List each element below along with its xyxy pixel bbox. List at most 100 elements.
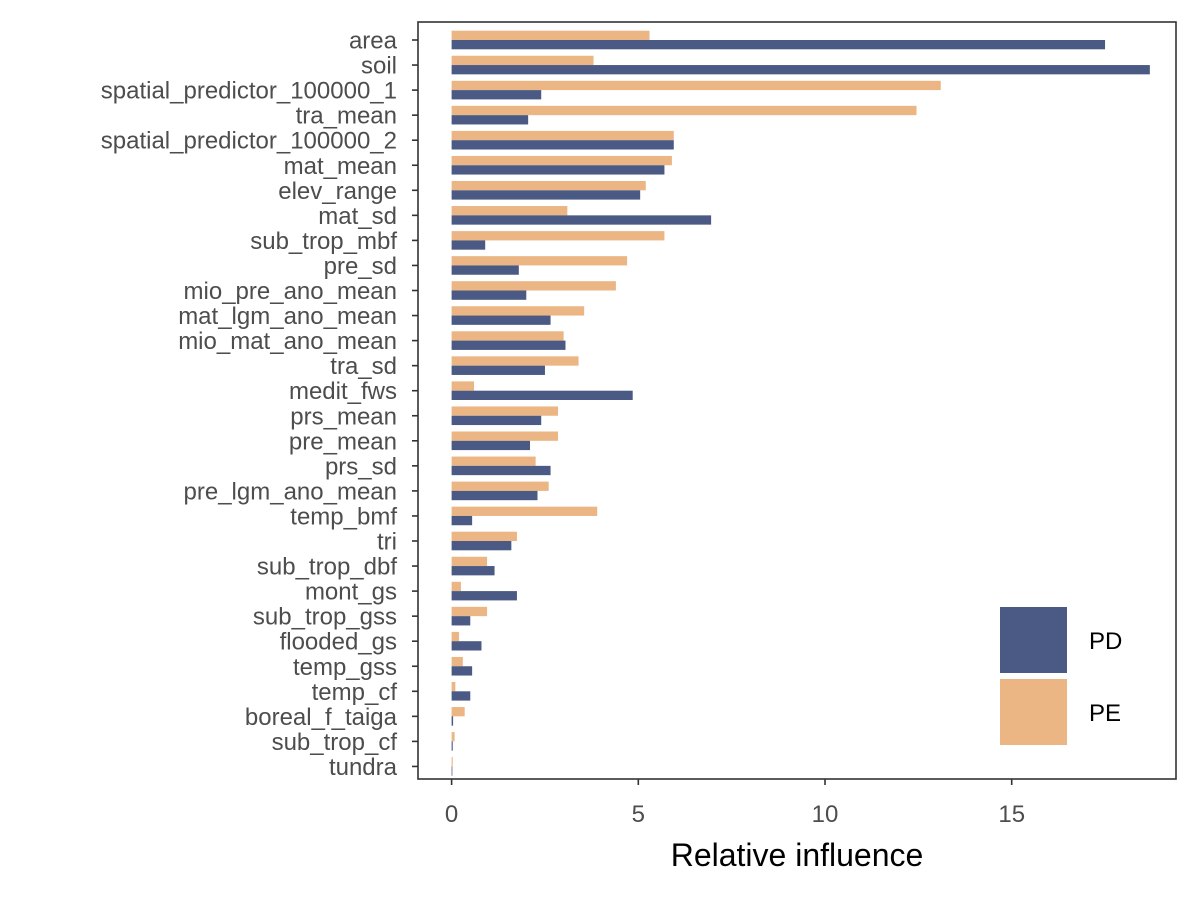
y-tick-label: mio_pre_ano_mean — [184, 278, 397, 305]
bar-pd-elev_range — [451, 190, 641, 200]
bar-pe-mat_lgm_ano_mean — [451, 306, 585, 316]
bar-pe-pre_lgm_ano_mean — [451, 481, 549, 491]
x-tick-label: 15 — [998, 801, 1025, 828]
y-tick-label: sub_trop_dbf — [257, 554, 397, 581]
bar-pe-sub_trop_cf — [451, 732, 455, 742]
y-tick-label: mio_mat_ano_mean — [178, 328, 397, 355]
y-tick-label: tra_mean — [296, 103, 397, 130]
bar-pe-elev_range — [451, 181, 646, 191]
y-tick-label: medit_fws — [289, 378, 397, 405]
bar-pd-temp_gss — [451, 666, 473, 676]
y-tick-label: spatial_predictor_100000_1 — [101, 78, 397, 105]
y-tick-label: pre_sd — [324, 253, 397, 280]
bar-pe-tra_sd — [451, 356, 579, 366]
y-tick-label: tri — [377, 529, 397, 556]
bar-pd-tra_sd — [451, 365, 545, 375]
y-tick-label: mat_sd — [318, 203, 397, 230]
bar-pe-mio_mat_ano_mean — [451, 331, 564, 341]
bar-pd-pre_mean — [451, 440, 531, 451]
bar-pe-pre_mean — [451, 431, 559, 441]
bar-pd-temp_bmf — [451, 515, 473, 526]
y-axis: areasoilspatial_predictor_100000_1tra_me… — [101, 28, 418, 781]
y-tick-label: pre_lgm_ano_mean — [184, 478, 397, 505]
bar-pd-tundra — [451, 766, 453, 776]
bar-pd-sub_trop_gss — [451, 616, 471, 626]
bar-pd-temp_cf — [451, 691, 471, 701]
legend-key-pd — [1000, 607, 1067, 673]
bar-pd-pre_lgm_ano_mean — [451, 490, 538, 501]
bar-pe-area — [451, 30, 650, 40]
bar-pe-soil — [451, 55, 594, 66]
bar-pd-mat_lgm_ano_mean — [451, 315, 551, 325]
x-tick-label: 5 — [632, 801, 645, 828]
y-tick-label: prs_sd — [325, 453, 397, 480]
bar-pe-spatial_predictor_100000_1 — [451, 80, 941, 91]
legend-label-pd: PD — [1089, 628, 1122, 655]
bar-pe-temp_cf — [451, 682, 456, 692]
bar-pd-flooded_gs — [451, 641, 482, 651]
bar-pe-mont_gs — [451, 581, 461, 592]
bar-pd-mont_gs — [451, 591, 517, 601]
y-tick-label: temp_gss — [293, 654, 397, 681]
bar-pe-mio_pre_ano_mean — [451, 281, 616, 291]
bar-pd-mat_mean — [451, 165, 665, 175]
bar-pd-tri — [451, 541, 512, 551]
bar-pe-prs_sd — [451, 456, 536, 466]
y-tick-label: sub_trop_gss — [253, 604, 397, 631]
y-tick-label: prs_mean — [290, 403, 397, 430]
bar-pe-tra_mean — [451, 105, 917, 116]
bar-pe-mat_mean — [451, 155, 672, 166]
bar-pe-temp_bmf — [451, 506, 598, 516]
bar-pe-prs_mean — [451, 406, 559, 416]
y-tick-label: tundra — [329, 754, 398, 781]
y-tick-label: pre_mean — [289, 428, 397, 455]
bar-pe-sub_trop_gss — [451, 606, 488, 617]
panel-border — [417, 21, 1177, 780]
bar-pd-mat_sd — [451, 215, 712, 225]
bar-pd-tra_mean — [451, 115, 529, 125]
bar-pd-sub_trop_dbf — [451, 566, 495, 576]
x-tick-label: 0 — [445, 801, 458, 828]
y-tick-label: spatial_predictor_100000_2 — [101, 128, 397, 155]
y-tick-label: flooded_gs — [280, 629, 397, 656]
y-tick-label: sub_trop_mbf — [250, 228, 397, 255]
bar-pe-mat_sd — [451, 206, 568, 216]
bar-pe-spatial_predictor_100000_2 — [451, 130, 674, 141]
bar-pd-medit_fws — [451, 390, 633, 400]
bar-pd-spatial_predictor_100000_1 — [451, 90, 542, 100]
bar-pe-temp_gss — [451, 656, 463, 667]
legend-key-pe — [1000, 679, 1067, 745]
legend-label-pe: PE — [1089, 700, 1121, 727]
x-axis: 0 5 10 15 — [445, 779, 1025, 828]
y-tick-label: temp_bmf — [290, 503, 397, 530]
bar-pe-pre_sd — [451, 256, 628, 266]
bar-pd-soil — [451, 65, 1150, 75]
x-tick-label: 10 — [812, 801, 839, 828]
legend: PD PE — [1000, 607, 1122, 745]
bar-pd-area — [451, 40, 1106, 50]
bar-pd-mio_pre_ano_mean — [451, 290, 527, 300]
y-tick-label: area — [349, 28, 398, 55]
bar-pe-tri — [451, 531, 517, 541]
bar-pe-boreal_f_taiga — [451, 707, 465, 717]
bar-pe-sub_trop_dbf — [451, 556, 488, 567]
bar-pd-mio_mat_ano_mean — [451, 340, 566, 350]
bar-pd-prs_sd — [451, 465, 551, 476]
y-tick-label: soil — [361, 53, 397, 80]
bar-pd-spatial_predictor_100000_2 — [451, 140, 674, 150]
bar-pd-prs_mean — [451, 415, 542, 426]
x-axis-title: Relative influence — [671, 837, 924, 873]
y-tick-label: tra_sd — [330, 353, 397, 380]
y-tick-label: temp_cf — [312, 679, 398, 706]
bar-pe-tundra — [451, 757, 453, 767]
bar-pd-sub_trop_cf — [451, 741, 453, 751]
y-tick-label: mat_lgm_ano_mean — [178, 303, 397, 330]
bar-pe-medit_fws — [451, 381, 475, 391]
bar-pe-flooded_gs — [451, 631, 460, 642]
bars-layer — [451, 30, 1150, 776]
y-tick-label: sub_trop_cf — [272, 729, 398, 756]
y-tick-label: boreal_f_taiga — [245, 704, 398, 731]
